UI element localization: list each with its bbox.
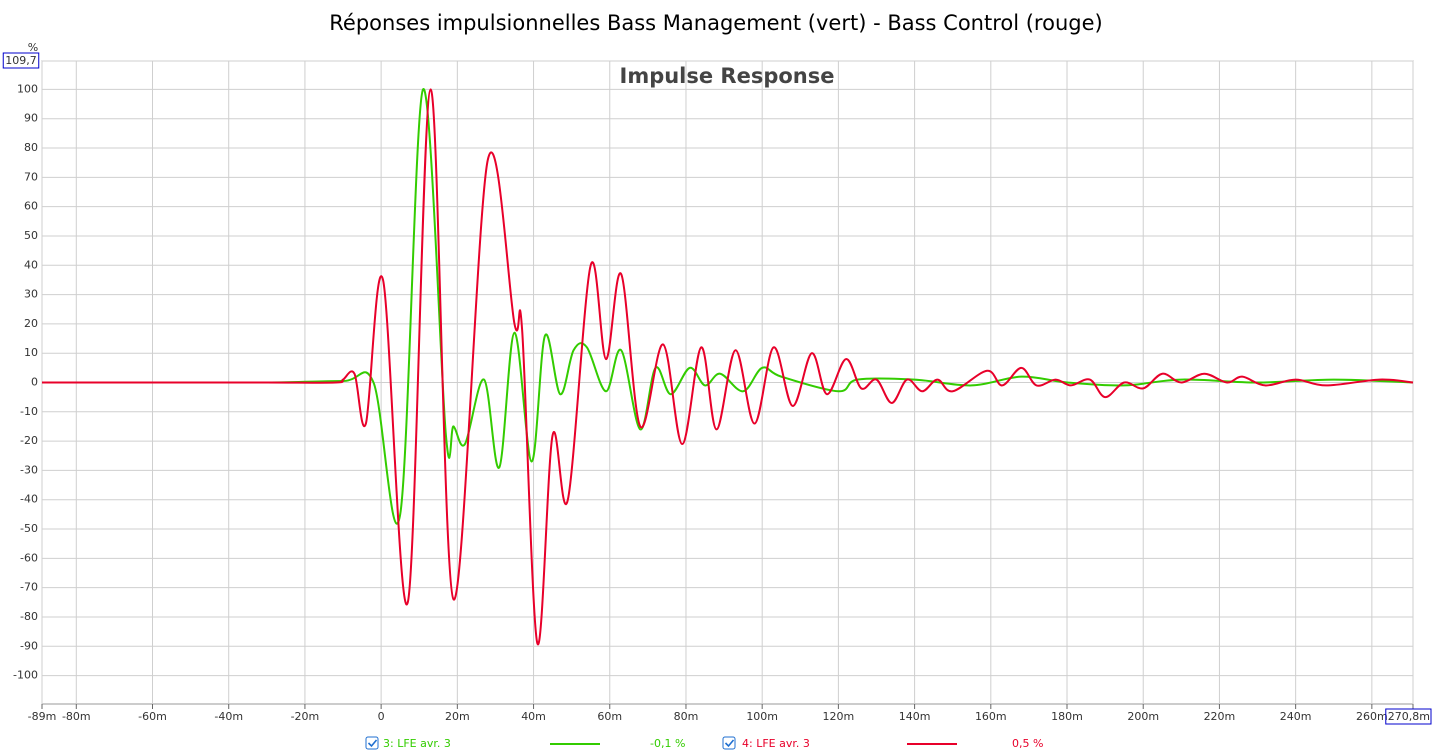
y-tick-label: 100	[17, 82, 38, 95]
y-tick-label: -10	[20, 405, 38, 418]
x-tick-label: 270,8m	[1388, 710, 1430, 723]
y-tick-label: -50	[20, 522, 38, 535]
legend-check	[367, 739, 378, 748]
chart-subtitle: Impulse Response	[620, 64, 835, 88]
x-tick-label: -20m	[291, 710, 320, 723]
y-tick-label: 10	[24, 346, 38, 359]
x-tick-label: 140m	[899, 710, 931, 723]
chart-title: Réponses impulsionnelles Bass Management…	[329, 11, 1102, 35]
lines	[41, 88, 1414, 646]
y-tick-label: 109,7	[5, 54, 37, 67]
y-unit: %	[28, 41, 38, 54]
series-line	[41, 88, 1414, 646]
x-limit-box	[1385, 708, 1432, 725]
x-tick-label: 260m	[1356, 710, 1388, 723]
legend: 3: LFE avr. 3 -0,1 % 4: LFE avr. 3 0,5 %	[365, 736, 1043, 750]
legend-checkbox[interactable]	[365, 736, 379, 750]
x-tick-label: 100m	[746, 710, 778, 723]
y-tick-label: 30	[24, 288, 38, 301]
x-tick-label: 160m	[975, 710, 1007, 723]
x-tick-label: -60m	[138, 710, 167, 723]
x-tick-label: 40m	[521, 710, 546, 723]
legend-readout: -0,1 %	[650, 737, 685, 750]
y-tick-label: -20	[20, 434, 38, 447]
legend-label: 3: LFE avr. 3	[383, 737, 451, 750]
y-tick-label: -80	[20, 610, 38, 623]
y-tick-label: -90	[20, 639, 38, 652]
x-tick-label: 60m	[597, 710, 622, 723]
y-tick-label: -100	[13, 669, 38, 682]
y-tick-label: -60	[20, 551, 38, 564]
x-tick-label: 180m	[1051, 710, 1083, 723]
y-tick-label: 50	[24, 229, 38, 242]
x-tick-label: 240m	[1280, 710, 1312, 723]
y-limit-box	[2, 52, 40, 69]
x-tick-label: 220m	[1204, 710, 1236, 723]
x-tick-label: -40m	[214, 710, 243, 723]
x-tick-label: 20m	[445, 710, 470, 723]
y-tick-label: 80	[24, 141, 38, 154]
y-tick-label: 40	[24, 258, 38, 271]
y-tick-label: -70	[20, 581, 38, 594]
y-tick-label: 0	[31, 376, 38, 389]
legend-label: 4: LFE avr. 3	[742, 737, 810, 750]
x-tick-label: 200m	[1127, 710, 1159, 723]
x-tick-label: -80m	[62, 710, 91, 723]
y-tick-label: -40	[20, 493, 38, 506]
legend-checkbox[interactable]	[722, 736, 736, 750]
y-tick-label: 60	[24, 200, 38, 213]
x-tick-label: 120m	[823, 710, 855, 723]
y-tick-label: 20	[24, 317, 38, 330]
x-tick-label: 80m	[674, 710, 699, 723]
x-tick-label: -89m	[28, 710, 57, 723]
grid	[41, 60, 1414, 704]
legend-readout: 0,5 %	[1012, 737, 1043, 750]
legend-check	[724, 739, 735, 748]
y-tick-label: 70	[24, 170, 38, 183]
y-tick-label: 90	[24, 112, 38, 125]
x-tick-label: 0	[378, 710, 385, 723]
y-tick-label: -30	[20, 463, 38, 476]
